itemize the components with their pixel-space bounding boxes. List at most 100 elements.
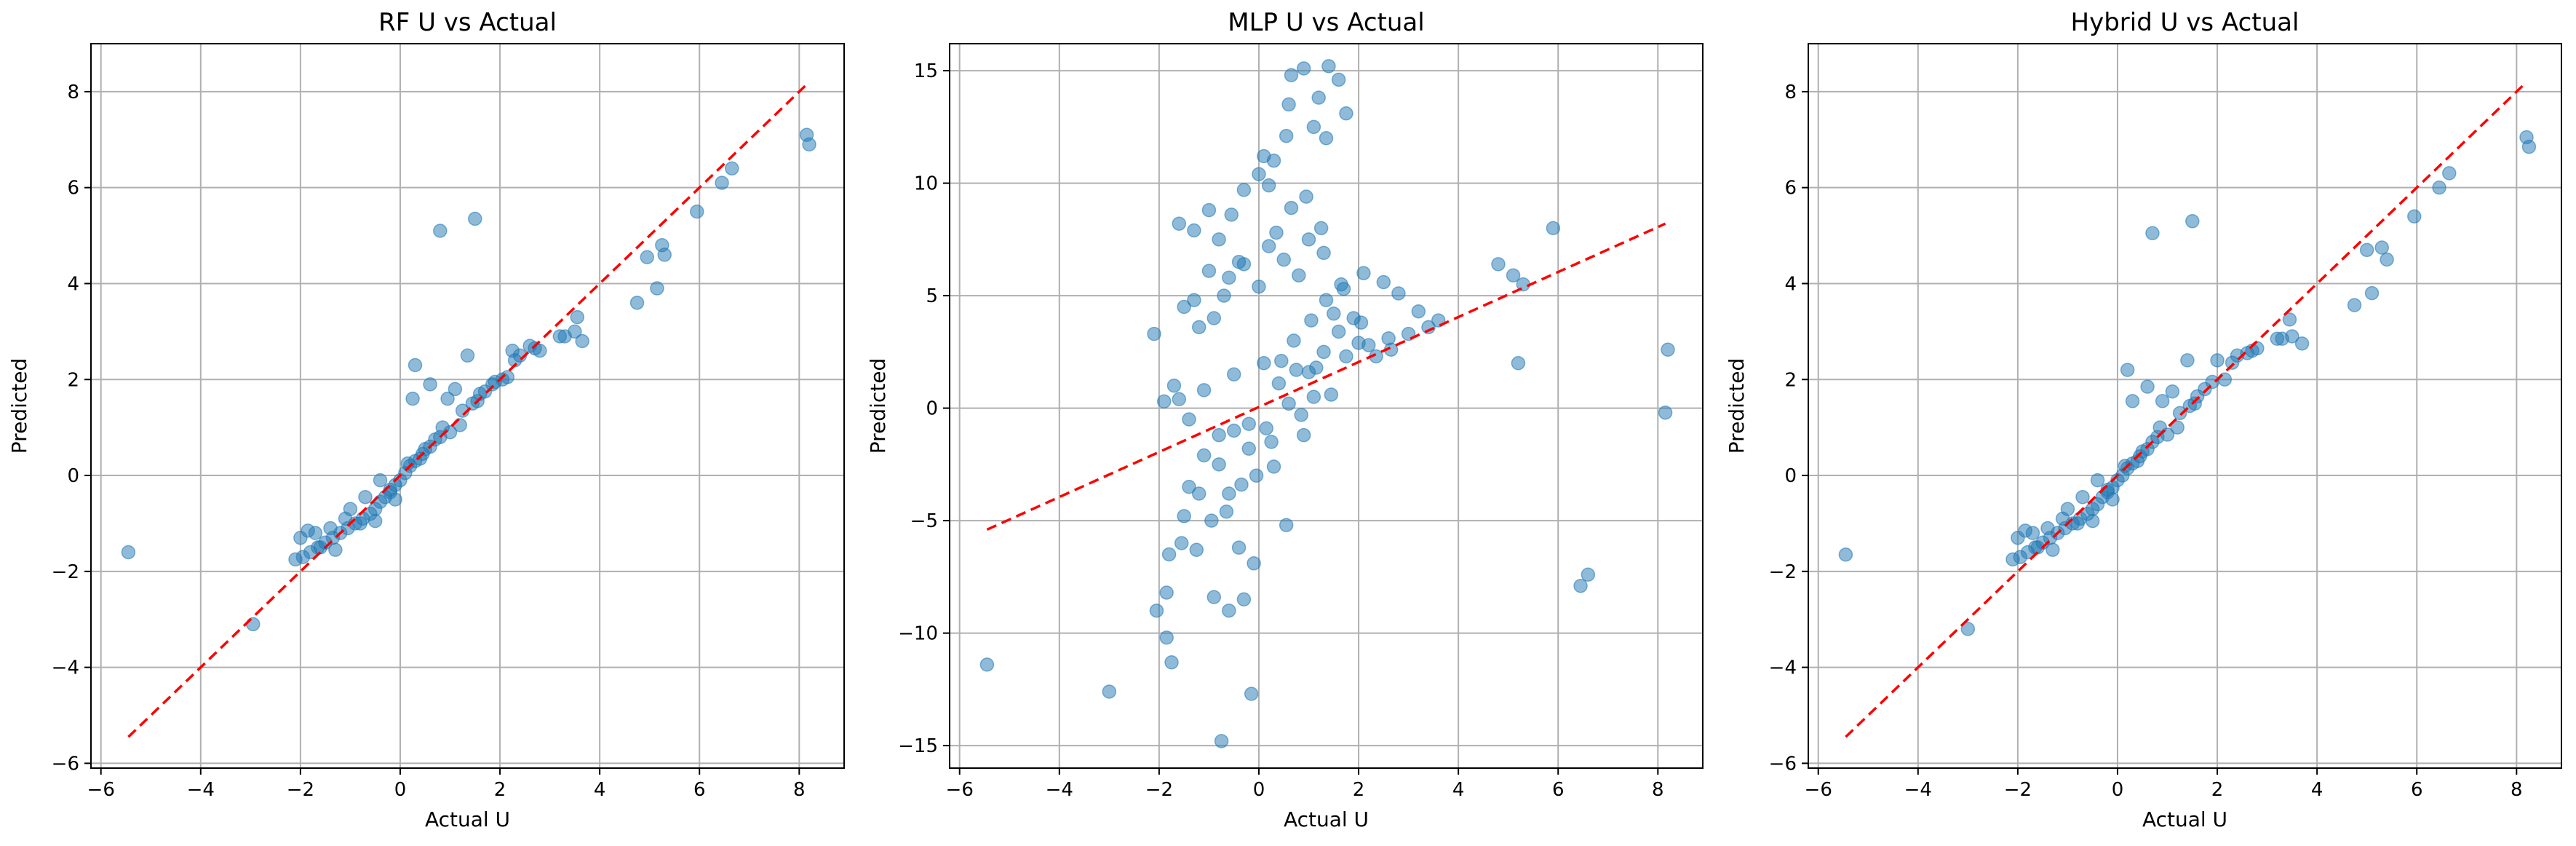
hybrid-point — [2347, 298, 2362, 312]
mlp-xtick-label: 2 — [1353, 779, 1365, 801]
hybrid-xtick-label: −4 — [1904, 779, 1932, 801]
hybrid-xtick-label: −6 — [1805, 779, 1832, 801]
hybrid-point — [2060, 502, 2075, 516]
hybrid-xtick-label: 8 — [2511, 779, 2523, 801]
mlp-point — [1166, 378, 1182, 393]
mlp-ytick-label: −10 — [898, 623, 938, 645]
mlp-point — [1222, 486, 1236, 501]
hybrid-point — [2205, 374, 2219, 390]
rf-xtick-label: −4 — [187, 779, 215, 801]
mlp-point — [1231, 540, 1247, 555]
mlp-point — [1236, 592, 1252, 606]
mlp-point — [1296, 61, 1311, 76]
hybrid-xtick-label: −2 — [2004, 779, 2032, 801]
mlp-ytick-label: −5 — [910, 510, 938, 532]
mlp-point — [1206, 311, 1222, 325]
mlp-point — [1313, 221, 1329, 236]
rf-ytick-label: −6 — [52, 753, 79, 775]
rf-ytick-label: 6 — [67, 178, 79, 199]
mlp-point — [1234, 477, 1249, 492]
hybrid-point — [2180, 353, 2195, 368]
mlp-point — [1244, 687, 1259, 701]
mlp-point — [1196, 383, 1212, 398]
rf-point — [488, 374, 502, 390]
mlp-point — [1182, 479, 1196, 494]
mlp-point — [1164, 655, 1179, 670]
mlp-point — [1287, 333, 1301, 348]
hybrid-point — [2125, 394, 2140, 408]
mlp-point — [1331, 324, 1346, 339]
mlp-point — [1201, 264, 1217, 278]
mlp-point — [1264, 435, 1279, 449]
hybrid-point — [1960, 622, 1976, 636]
rf-point — [328, 542, 343, 557]
mlp-point — [1212, 457, 1226, 472]
hybrid-ytick-label: 0 — [1784, 465, 1797, 487]
mlp-point — [1219, 504, 1234, 519]
mlp-point — [1217, 288, 1231, 303]
mlp-point — [1269, 225, 1284, 240]
mlp-point — [1172, 392, 1187, 406]
hybrid-ytick-label: 4 — [1784, 273, 1797, 295]
mlp-point — [1327, 307, 1341, 321]
mlp-point — [1351, 336, 1366, 350]
hybrid-point — [2364, 285, 2380, 301]
hybrid-y-axis-label: Predicted — [1725, 358, 1749, 454]
mlp-ytick-label: 15 — [914, 60, 938, 82]
hybrid-point — [2187, 396, 2202, 411]
mlp-point — [1206, 590, 1222, 604]
hybrid-point — [2105, 492, 2120, 507]
rf-xtick-label: −2 — [287, 779, 314, 801]
rf-point — [423, 377, 437, 392]
mlp-point — [1356, 266, 1371, 280]
mlp-point — [1187, 293, 1201, 308]
mlp-axes-frame — [949, 43, 1704, 769]
rf-point — [408, 357, 423, 373]
mlp-point — [1292, 268, 1306, 283]
mlp-point — [1222, 270, 1236, 285]
hybrid-point — [2521, 139, 2537, 154]
hybrid-point — [2005, 552, 2020, 567]
mlp-point — [1294, 408, 1308, 422]
mlp-point — [1506, 268, 1521, 283]
hybrid-point — [2085, 513, 2100, 529]
mlp-point — [1257, 149, 1271, 164]
hybrid-point — [2270, 331, 2285, 346]
hybrid-point — [2359, 242, 2374, 258]
hybrid-point — [2145, 226, 2160, 241]
hybrid-axes-frame — [1808, 43, 2562, 769]
mlp-point — [1249, 468, 1264, 483]
hybrid-point — [2090, 473, 2105, 488]
rf-point — [246, 617, 261, 632]
mlp-point — [1159, 630, 1174, 645]
mlp-reference-line — [986, 222, 1666, 531]
mlp-y-axis-label: Predicted — [866, 358, 890, 454]
rf-point — [453, 418, 467, 432]
rf-ytick-label: −4 — [52, 657, 79, 679]
rf-point — [288, 552, 303, 567]
mlp-point — [1257, 356, 1271, 371]
hybrid-ytick-label: −4 — [1769, 657, 1797, 679]
rf-point — [440, 391, 455, 406]
mlp-point — [1339, 349, 1353, 364]
hybrid-point — [2432, 180, 2446, 195]
hybrid-point — [2294, 336, 2310, 351]
rf-xtick-label: 8 — [793, 779, 806, 801]
rf-point — [428, 432, 442, 447]
rf-xtick-label: 6 — [693, 779, 706, 801]
rf-xtick-label: −6 — [87, 779, 115, 801]
rf-point — [715, 175, 729, 190]
rf-point — [323, 521, 338, 536]
hybrid-point — [2407, 209, 2422, 224]
rf-point — [570, 309, 585, 325]
mlp-point — [1309, 360, 1324, 375]
rf-xtick-label: 4 — [594, 779, 606, 801]
rf-point — [640, 250, 655, 264]
mlp-point — [1196, 448, 1212, 463]
mlp-xtick-label: 8 — [1652, 779, 1664, 801]
mlp-point — [1161, 547, 1177, 562]
mlp-point — [1281, 396, 1296, 411]
mlp-point — [1381, 331, 1396, 346]
mlp-point — [1226, 367, 1241, 382]
